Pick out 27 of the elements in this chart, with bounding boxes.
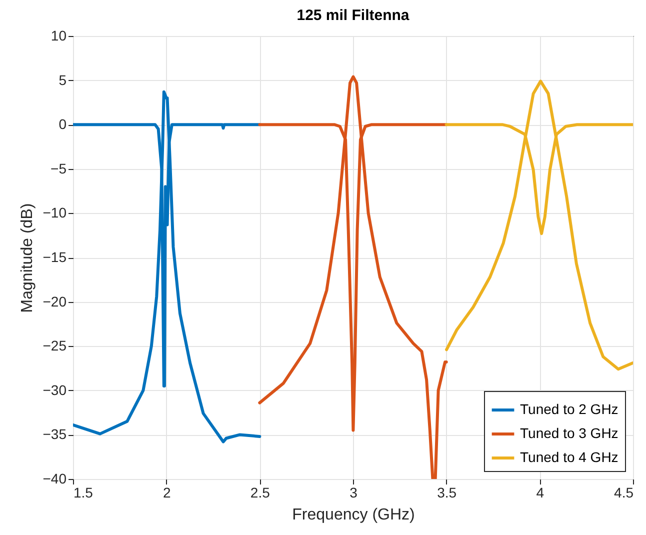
y-tick-label: −35 [42, 426, 67, 442]
y-tick-label: −10 [42, 204, 67, 221]
y-tick-label: −5 [50, 160, 67, 176]
y-axis-title: Magnitude (dB) [18, 203, 36, 313]
x-axis-title: Frequency (GHz) [292, 506, 415, 524]
y-tick-label: 5 [58, 72, 67, 88]
x-tick-label: 3.5 [437, 484, 457, 500]
y-tick-label: 0 [58, 116, 67, 132]
y-tick-label: −25 [42, 338, 67, 354]
y-tick-label: −15 [42, 249, 67, 265]
y-tick-label: −30 [42, 382, 67, 398]
x-tick-label: 4 [536, 484, 544, 500]
x-tick-label: 2.5 [250, 484, 270, 500]
x-tick-label: 2 [162, 484, 171, 500]
line-series [445, 80, 633, 371]
x-tick-label: 3 [350, 484, 358, 500]
y-tick-label: 10 [50, 28, 67, 44]
x-tick-label: 4.5 [614, 484, 634, 500]
y-tick-label: −40 [42, 470, 67, 486]
line-series [73, 90, 262, 444]
line-series [258, 75, 448, 479]
legend-label: Tuned to 3 GHz [520, 425, 618, 441]
legend-label: Tuned to 4 GHz [520, 449, 618, 465]
y-tick-label: −20 [42, 293, 67, 310]
chart-title: 125 mil Filtenna [296, 7, 410, 24]
x-tick-label: 1.5 [74, 484, 94, 500]
legend-label: Tuned to 2 GHz [520, 401, 618, 417]
